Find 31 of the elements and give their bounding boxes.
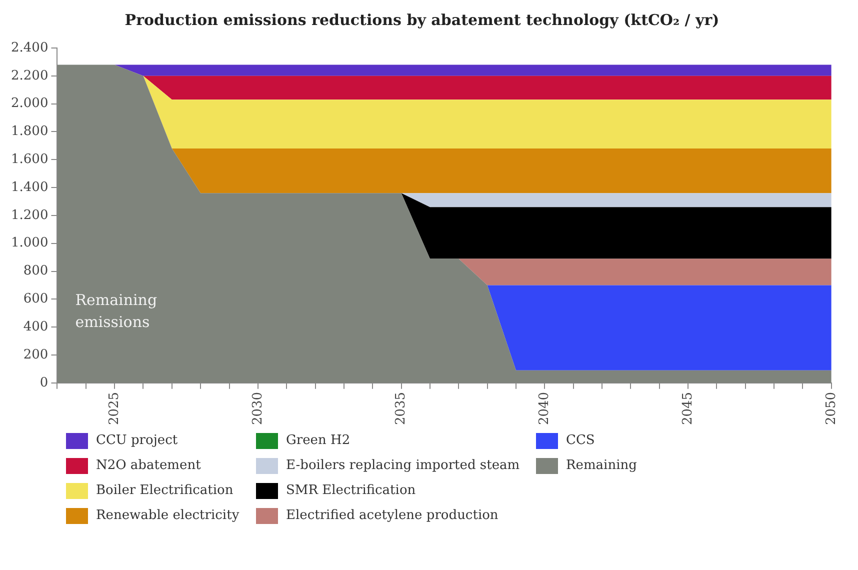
y-tick-label: 800 xyxy=(23,264,48,279)
x-tick-label: 2030 xyxy=(250,392,266,426)
x-tick-label: 2045 xyxy=(680,392,696,426)
legend-label: Remaining xyxy=(566,458,637,473)
x-tick-label: 2025 xyxy=(106,392,122,426)
y-tick-label: 2.400 xyxy=(11,40,48,56)
legend-label: CCS xyxy=(566,433,595,448)
x-tick-label: 2050 xyxy=(824,392,839,426)
y-tick-label: 1.400 xyxy=(11,180,48,195)
legend-label: E-boilers replacing imported steam xyxy=(286,458,520,473)
annotation: Remaining emissions xyxy=(75,290,158,334)
y-tick-label: 1.600 xyxy=(11,152,48,168)
legend-label: N2O abatement xyxy=(96,458,201,473)
y-tick-label: 600 xyxy=(23,292,48,307)
x-tick-label: 2040 xyxy=(537,392,552,426)
legend-label: SMR Electrification xyxy=(286,483,416,498)
y-tick-label: 400 xyxy=(23,319,48,334)
y-tick-label: 1.000 xyxy=(11,236,48,251)
x-tick-label: 2035 xyxy=(394,392,409,426)
y-tick-label: 1.800 xyxy=(11,124,48,140)
y-tick-label: 200 xyxy=(23,347,48,362)
y-tick-label: 2.000 xyxy=(11,96,48,112)
legend-label: Electrified acetylene production xyxy=(286,508,498,523)
y-tick-label: 0 xyxy=(40,375,48,390)
legend-label: Renewable electricity xyxy=(96,508,240,523)
chart-title: Production emissions reductions by abatement technology (ktCO₂ / yr) xyxy=(124,10,720,29)
legend-label: Green H2 xyxy=(286,433,350,448)
legend-label: CCU project xyxy=(96,433,178,448)
y-tick-label: 2.200 xyxy=(11,68,48,84)
legend-label: Boiler Electrification xyxy=(96,483,234,498)
y-tick-label: 1.200 xyxy=(11,208,48,223)
